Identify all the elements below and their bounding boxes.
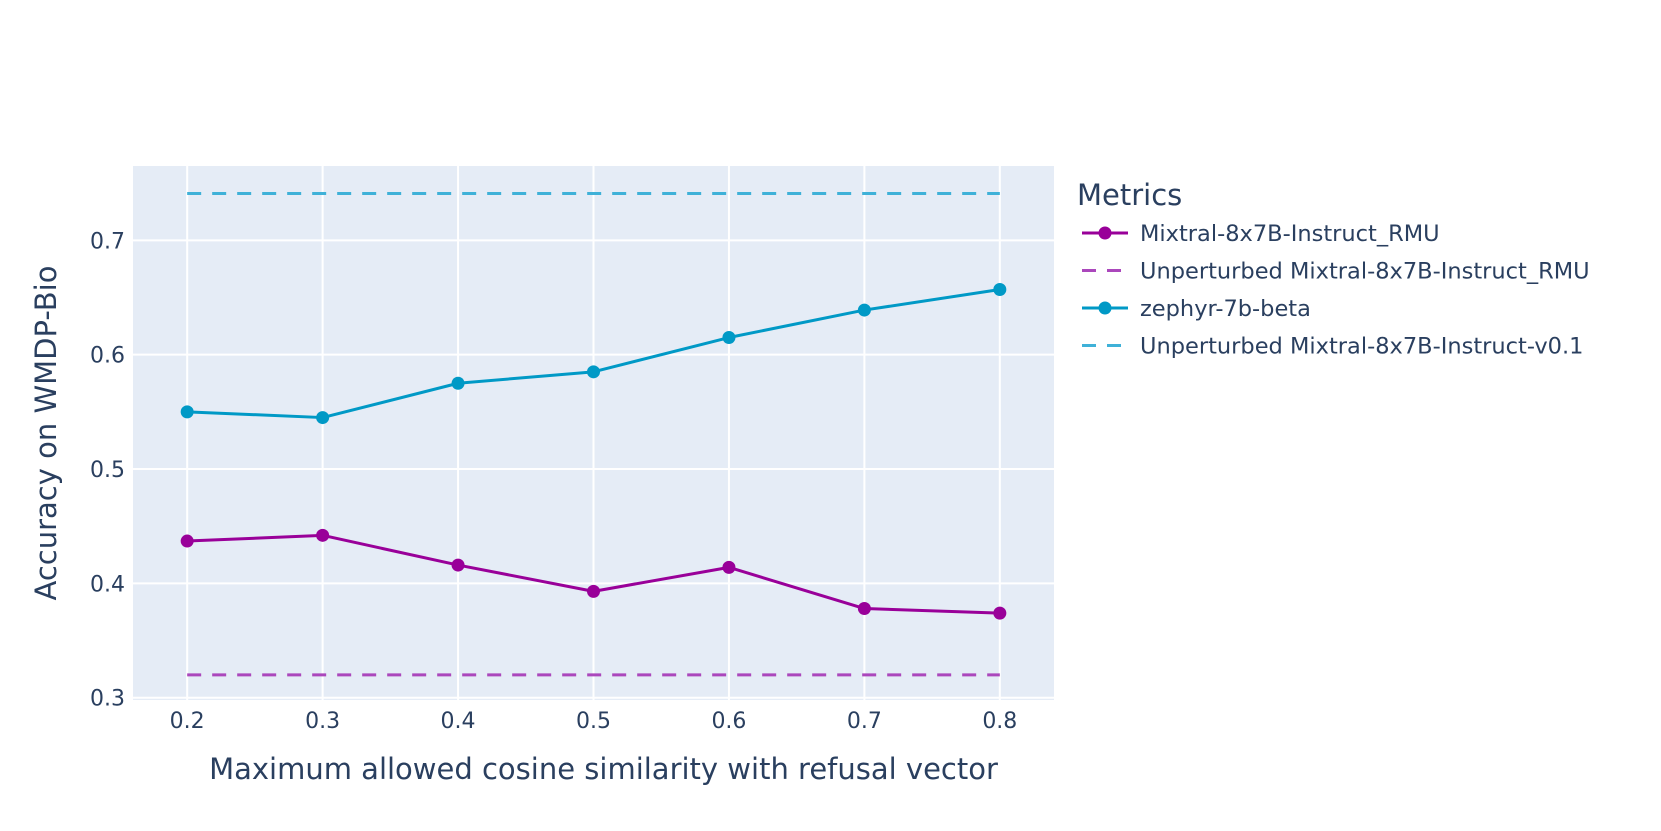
x-tick-label: 0.4 [441, 709, 476, 734]
x-tick-label: 0.7 [847, 709, 882, 734]
data-point-mixtral-8x7b-instruct-rmu [451, 558, 465, 572]
data-point-zephyr-7b-beta [587, 365, 600, 379]
data-point-zephyr-7b-beta [993, 282, 1007, 296]
legend-item-unperturbed-mixtral-8x7b-instruct-rmu[interactable]: Unperturbed Mixtral-8x7B-Instruct_RMU [1082, 259, 1590, 285]
data-point-mixtral-8x7b-instruct-rmu [180, 534, 194, 548]
x-tick-label: 0.6 [711, 709, 746, 734]
y-axis-title: Accuracy on WMDP-Bio [29, 266, 63, 601]
data-point-zephyr-7b-beta [857, 303, 871, 317]
legend-item-unperturbed-mixtral-8x7b-instruct-v0-1[interactable]: Unperturbed Mixtral-8x7B-Instruct-v0.1 [1082, 334, 1583, 360]
gridlines [133, 166, 1054, 700]
x-tick-label: 0.8 [982, 709, 1017, 734]
y-tick-label: 0.3 [90, 687, 125, 712]
legend-label: zephyr-7b-beta [1140, 296, 1311, 322]
y-tick-label: 0.4 [90, 572, 125, 597]
data-point-mixtral-8x7b-instruct-rmu [316, 528, 330, 542]
legend-label: Unperturbed Mixtral-8x7B-Instruct_RMU [1140, 259, 1590, 285]
x-tick-label: 0.3 [305, 709, 340, 734]
legend-title: Metrics [1077, 178, 1182, 212]
legend: Metrics Mixtral-8x7B-Instruct_RMU Unpertu… [1077, 178, 1590, 360]
legend-marker [1098, 301, 1112, 315]
y-tick-label: 0.6 [90, 344, 125, 369]
legend-item-zephyr-7b-beta[interactable]: zephyr-7b-beta [1082, 296, 1311, 322]
data-point-mixtral-8x7b-instruct-rmu [993, 606, 1007, 620]
y-tick-label: 0.5 [90, 458, 125, 483]
data-point-zephyr-7b-beta [316, 411, 330, 425]
data-point-zephyr-7b-beta [180, 405, 194, 419]
legend-label: Unperturbed Mixtral-8x7B-Instruct-v0.1 [1140, 334, 1583, 360]
data-point-mixtral-8x7b-instruct-rmu [722, 560, 736, 574]
data-point-mixtral-8x7b-instruct-rmu [587, 584, 600, 598]
data-point-zephyr-7b-beta [722, 331, 736, 345]
y-axis-ticks: 0.3 0.4 0.5 0.6 0.7 [90, 229, 125, 711]
legend-label: Mixtral-8x7B-Instruct_RMU [1140, 221, 1440, 247]
series-layer [180, 191, 1007, 677]
legend-marker [1098, 226, 1112, 240]
x-axis-ticks: 0.2 0.3 0.4 0.5 0.6 0.7 0.8 [170, 709, 1018, 734]
x-axis-title: Maximum allowed cosine similarity with r… [209, 752, 998, 786]
x-tick-label: 0.2 [170, 709, 205, 734]
legend-item-mixtral-8x7b-instruct-rmu[interactable]: Mixtral-8x7B-Instruct_RMU [1082, 221, 1440, 247]
x-tick-label: 0.5 [576, 709, 611, 734]
data-point-zephyr-7b-beta [451, 376, 465, 390]
data-point-mixtral-8x7b-instruct-rmu [857, 602, 871, 616]
y-tick-label: 0.7 [90, 229, 125, 254]
